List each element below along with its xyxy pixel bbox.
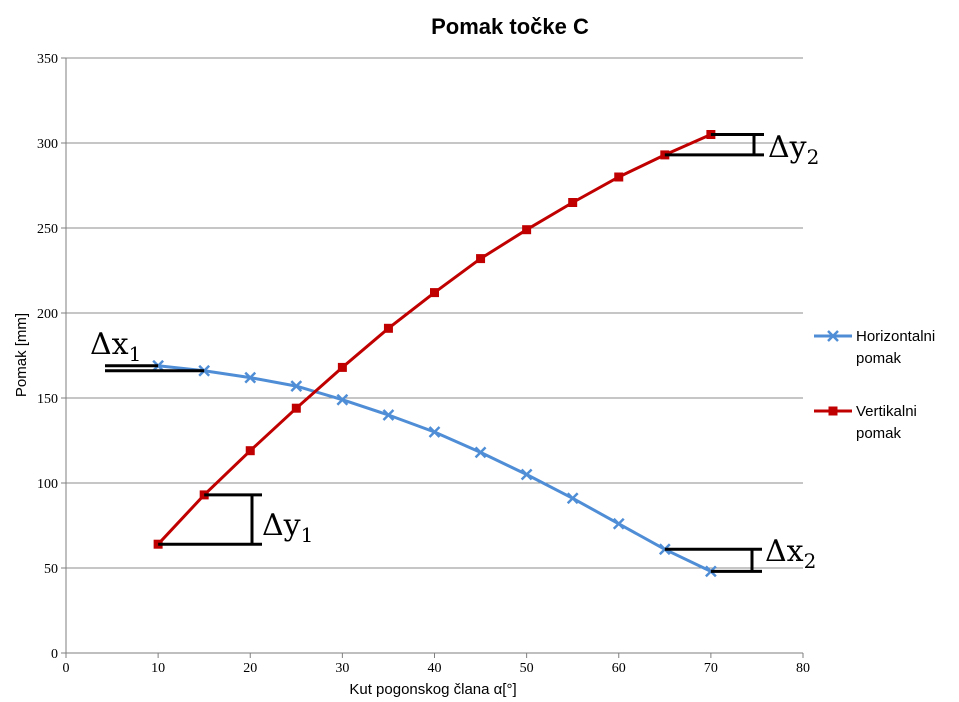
x-tick-label: 60 — [612, 661, 626, 676]
series-1-point — [520, 468, 533, 481]
y-tick-label: 350 — [37, 52, 58, 67]
series-1-point — [474, 446, 487, 459]
series-1-point — [290, 380, 303, 392]
point-stroke — [520, 468, 533, 481]
series-1-point — [336, 393, 349, 406]
x-tick-label: 10 — [151, 661, 165, 676]
series-2-point — [291, 403, 301, 413]
x-tick-label: 70 — [704, 661, 718, 676]
series-2-point — [383, 323, 393, 333]
tick-labels: 0 50 100 150 200 250 300 350 0 10 20 30 40 50 60 70 80 — [37, 52, 810, 676]
point-stroke — [336, 393, 349, 406]
y-tick-label: 250 — [37, 222, 58, 237]
delta-x1-label: Δx1 — [90, 327, 141, 366]
y-tick-label: 100 — [37, 477, 58, 492]
series-group — [152, 130, 717, 578]
point-stroke — [290, 380, 303, 392]
y-tick-label: 0 — [51, 647, 58, 662]
delta-y2-label: Δy2 — [768, 130, 819, 169]
x-axis-label: Kut pogonskog člana α[°] — [349, 681, 516, 698]
x-tick-label: 40 — [428, 661, 442, 676]
series-2-point — [245, 446, 255, 456]
y-tick-label: 300 — [37, 137, 58, 152]
y-axis-label: Pomak [mm] — [13, 313, 30, 397]
series-2-point — [614, 172, 624, 182]
y-tick-label: 50 — [44, 562, 58, 577]
x-tick-label: 80 — [796, 661, 810, 676]
series-2-point — [568, 198, 578, 207]
grid-lines — [66, 57, 803, 569]
legend-label-2: pomak — [856, 425, 902, 442]
legend-label-1: Horizontalni — [856, 328, 935, 345]
series-2-point — [522, 225, 532, 235]
series-1-point — [612, 517, 625, 530]
x-tick-label: 50 — [520, 661, 534, 676]
x-tick-label: 30 — [335, 661, 349, 676]
series-1-point — [428, 426, 441, 438]
series-1-point — [244, 371, 257, 384]
annotations: Δx1 Δy1 Δx2 Δy2 — [90, 130, 819, 573]
delta-x2-label: Δx2 — [765, 534, 816, 573]
legend-marker-2 — [828, 406, 838, 416]
series-line-1 — [157, 364, 712, 573]
point-stroke — [244, 371, 257, 384]
series-2-point — [430, 288, 439, 298]
axes — [61, 57, 804, 658]
point-stroke — [474, 446, 487, 459]
legend-label-2: Vertikalni — [856, 403, 917, 420]
y-tick-label: 200 — [37, 307, 58, 322]
x-tick-label: 20 — [243, 661, 257, 676]
legend-label-1: pomak — [856, 350, 902, 367]
legend-marker-1 — [827, 330, 839, 342]
series-1-point — [566, 492, 579, 505]
y-tick-label: 150 — [37, 392, 58, 407]
legend: Horizontalni pomak Vertikalni pomak — [814, 328, 935, 442]
chart-title: Pomak točke C — [431, 14, 589, 39]
point-stroke — [428, 426, 441, 438]
x-tick-label: 0 — [63, 661, 70, 676]
point-stroke — [612, 517, 625, 530]
point-stroke — [566, 492, 579, 505]
series-1-point — [382, 409, 395, 421]
point-stroke — [382, 409, 395, 421]
series-2-point — [476, 254, 486, 264]
series-2-point — [337, 362, 347, 372]
delta-y1-label: Δy1 — [262, 508, 313, 547]
